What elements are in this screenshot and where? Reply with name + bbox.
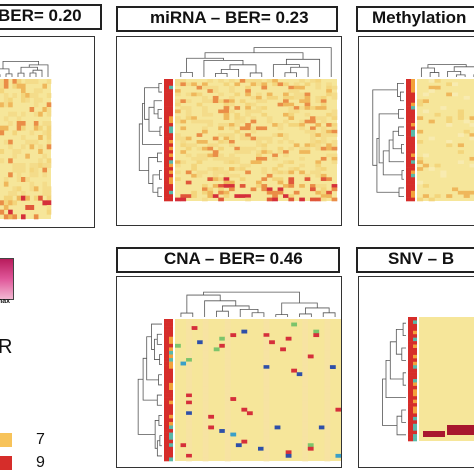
- class-sidebar: [164, 79, 173, 202]
- column-dendrogram: [420, 64, 474, 77]
- panel-title-5-text: SNV – B: [388, 249, 455, 268]
- heatmap-1: [0, 60, 52, 220]
- heatmap-2: [138, 47, 338, 202]
- panel-title-2: miRNA – BER= 0.23: [116, 6, 338, 32]
- snv-red-blocks: [423, 425, 474, 437]
- class-label-9: 9: [36, 454, 45, 471]
- panel-title-2-text: miRNA – BER= 0.23: [150, 8, 309, 27]
- heatmap-3: [372, 64, 474, 202]
- heatmap-cells: [175, 319, 341, 462]
- heatmap-panel-3: [358, 36, 474, 226]
- heatmap-cells: [175, 79, 338, 202]
- panel-title-1: BER= 0.20: [0, 4, 102, 30]
- panel-title-4-text: CNA – BER= 0.46: [164, 249, 303, 268]
- heatmap-cells: [419, 317, 474, 441]
- class-label-7: 7: [36, 431, 45, 448]
- heatmap-panel-4: [116, 276, 342, 468]
- class-sidebar: [406, 79, 415, 202]
- row-dendrogram: [382, 322, 406, 436]
- heatmap-panel-5: [358, 276, 474, 468]
- heatmap-panel-1: [0, 36, 95, 228]
- class-swatch-7: [0, 433, 12, 447]
- class-swatch-9: [0, 456, 12, 470]
- heatmap-cells: [417, 79, 474, 202]
- class-sidebar: [164, 319, 173, 462]
- panel-title-5: SNV – B: [356, 247, 474, 273]
- row-dendrogram: [138, 82, 162, 198]
- heatmap-panel-2: [116, 36, 342, 226]
- heatmap-4: [137, 291, 341, 462]
- color-scale-bar: [0, 258, 14, 300]
- color-scale-max-label: max: [0, 298, 11, 305]
- column-dendrogram: [180, 291, 336, 317]
- legend-partial-letter: R: [0, 336, 13, 358]
- column-dendrogram: [0, 60, 49, 77]
- panel-title-3-text: Methylation: [372, 8, 467, 27]
- column-dendrogram: [180, 47, 332, 77]
- row-dendrogram: [372, 82, 404, 198]
- row-dendrogram: [137, 323, 162, 457]
- panel-title-3: Methylation: [356, 6, 474, 32]
- panel-title-1-text: BER= 0.20: [0, 6, 82, 25]
- heatmap-5: [382, 317, 474, 442]
- class-sidebar: [408, 317, 417, 442]
- heatmap-cells: [0, 79, 52, 220]
- panel-title-4: CNA – BER= 0.46: [116, 247, 340, 273]
